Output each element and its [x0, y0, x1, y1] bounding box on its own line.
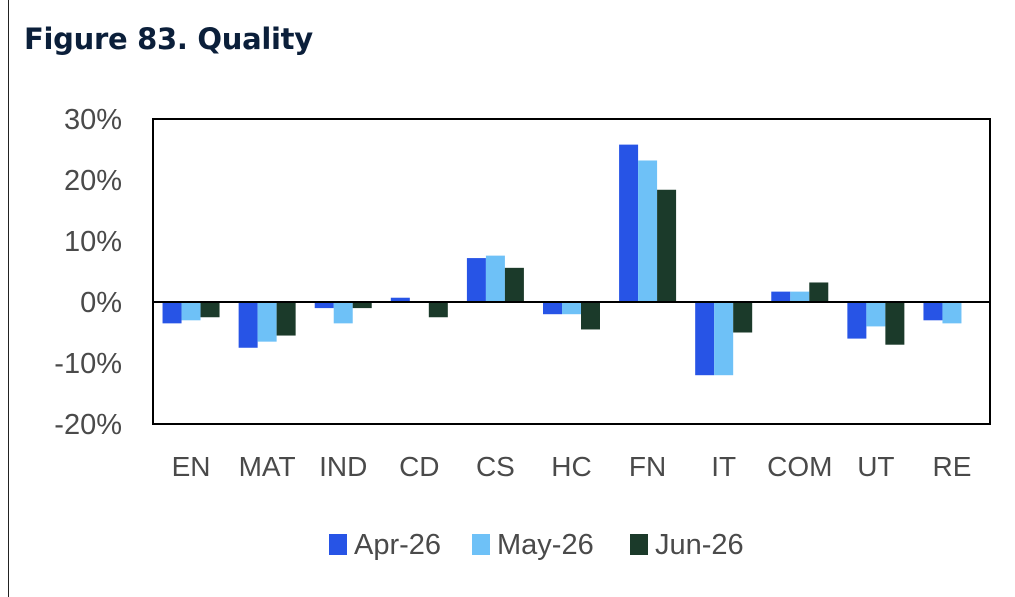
bar-may-26-mat — [257, 302, 277, 342]
bar-jun-26-fn — [657, 189, 677, 302]
bar-jun-26-mat — [276, 302, 296, 336]
bar-may-26-ut — [866, 302, 886, 327]
bar-apr-26-ut — [847, 302, 867, 339]
bar-apr-26-cd — [390, 297, 410, 302]
bar-may-26-com — [790, 291, 810, 302]
bar-jun-26-ut — [885, 302, 905, 345]
legend-swatch-may-26 — [472, 534, 490, 555]
bar-may-26-fn — [638, 160, 658, 302]
x-category-label: IT — [711, 451, 736, 482]
x-category-label: HC — [551, 451, 591, 482]
bar-jun-26-it — [733, 302, 753, 333]
bar-may-26-cs — [485, 255, 505, 302]
y-tick-label: -10% — [54, 348, 122, 380]
x-category-label: CD — [399, 451, 439, 482]
x-category-label: IND — [319, 451, 367, 482]
bar-jun-26-cd — [428, 302, 448, 318]
x-axis: EN MAT IND CD CS HC FN IT COM UT RE — [172, 451, 972, 482]
x-category-label: FN — [629, 451, 666, 482]
bar-jun-26-en — [200, 302, 220, 318]
bar-apr-26-com — [771, 291, 791, 302]
x-category-label: CS — [476, 451, 515, 482]
bar-may-26-hc — [562, 302, 581, 315]
bar-jun-26-ind — [352, 302, 372, 309]
legend-swatch-apr-26 — [329, 534, 347, 555]
x-category-label: MAT — [239, 451, 296, 482]
y-tick-label: 30% — [64, 104, 122, 136]
bars — [162, 144, 962, 376]
bar-may-26-ind — [333, 302, 353, 324]
x-category-label: UT — [857, 451, 894, 482]
bar-jun-26-com — [809, 282, 829, 302]
bar-apr-26-ind — [314, 302, 334, 309]
bar-jun-26-cs — [504, 267, 524, 302]
bar-apr-26-en — [162, 302, 182, 324]
bar-apr-26-hc — [543, 302, 562, 315]
y-axis: 30% 20% 10% 0% -10% -20% — [54, 104, 122, 441]
bar-apr-26-cs — [466, 258, 486, 302]
y-tick-label: 20% — [64, 165, 122, 197]
bar-may-26-en — [181, 302, 201, 321]
plot-area — [152, 118, 991, 425]
x-category-label: RE — [933, 451, 972, 482]
bar-may-26-re — [942, 302, 962, 324]
y-tick-label: 10% — [64, 226, 122, 258]
x-category-label: COM — [767, 451, 832, 482]
bar-apr-26-fn — [619, 144, 639, 302]
legend-label: Jun-26 — [655, 529, 744, 561]
figure-title: Figure 83. Quality — [24, 22, 313, 56]
bar-may-26-it — [714, 302, 734, 376]
legend-label: May-26 — [497, 529, 594, 561]
y-tick-label: -20% — [54, 409, 122, 441]
y-tick-label: 0% — [80, 287, 122, 319]
bar-apr-26-re — [923, 302, 943, 321]
bar-apr-26-mat — [238, 302, 258, 348]
x-category-label: EN — [172, 451, 211, 482]
legend: Apr-26 May-26 Jun-26 — [329, 529, 744, 561]
plot-border — [152, 118, 991, 425]
bar-jun-26-hc — [581, 302, 600, 330]
figure-frame-left-border — [8, 0, 9, 597]
bar-apr-26-it — [695, 302, 715, 376]
legend-swatch-jun-26 — [630, 534, 648, 555]
legend-label: Apr-26 — [354, 529, 441, 561]
